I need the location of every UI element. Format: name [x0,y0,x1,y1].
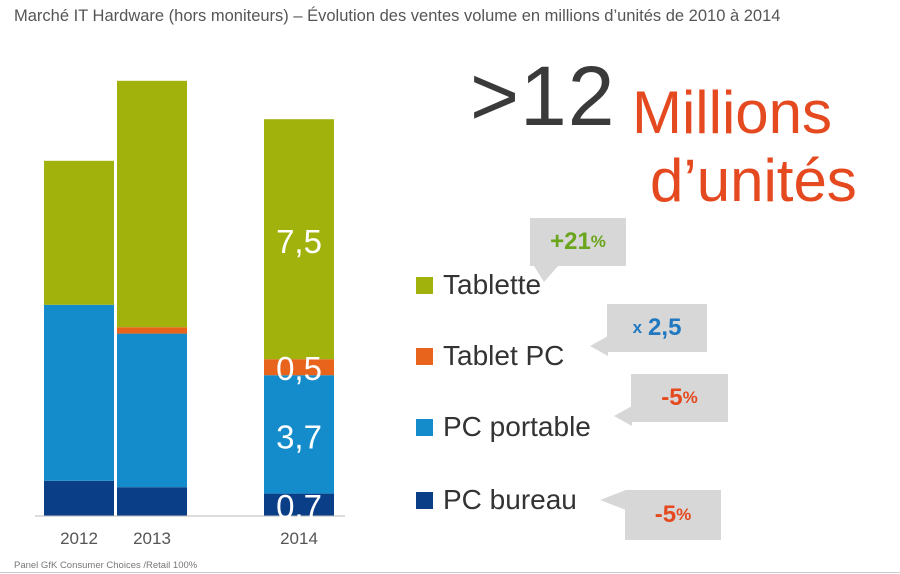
headline: >12 [470,48,616,145]
bar-2014-pc-bureau [264,493,334,516]
data-label-2014-tablette: 7,5 [276,223,322,260]
legend-label-tablette: Tablette [443,269,542,300]
callout-pc-bureau-suffix: % [676,505,692,524]
bar-2013-pc-bureau [117,487,187,516]
legend-swatch-pc-portable [416,418,433,436]
callout-tail-pc-portable [614,406,632,426]
footer-divider [0,572,900,573]
bar-2012-pc-portable [44,304,114,481]
callout-tablet-pc: x 2,5 [607,304,707,352]
headline-unit-line2: d’unités [650,147,857,214]
bar-2014-tablet-pc [264,359,334,376]
headline-number: >12 [470,49,616,143]
callout-tail-pc-bureau [600,490,626,510]
bar-2014-pc-portable [264,375,334,494]
legend-item-tablet-pc: Tablet PC [416,340,564,372]
data-label-2014-pc-bureau: 0,7 [276,488,322,525]
legend-label-tablet-pc: Tablet PC [443,340,565,371]
legend-item-pc-portable: PC portable [416,411,591,443]
data-label-2014-tablet-pc: 0,5 [276,350,322,387]
bar-2013-tablette [117,80,187,328]
chart-title: Marché IT Hardware (hors moniteurs) – Év… [14,7,781,25]
legend-swatch-pc-bureau [416,491,433,509]
callout-pc-portable-suffix: % [682,388,698,407]
callout-pc-bureau-number: -5 [654,501,677,528]
bar-2014-tablette [264,119,334,360]
headline-unit-line1: Millions [632,79,833,146]
legend-label-pc-bureau: PC bureau [443,484,577,515]
x-tick-2013: 2013 [133,529,171,548]
callout-pc-portable: -5% [631,374,728,422]
callout-tablet-pc-prefix: x [632,318,643,337]
callout-tablette: +21% [530,218,626,266]
callout-tablette-suffix: % [590,232,606,251]
bar-2013-tablet-pc [117,327,187,334]
callout-tail-tablette [534,266,558,282]
callout-pc-bureau: -5% [625,490,721,540]
data-label-2014-pc-portable: 3,7 [276,418,322,455]
bar-2013-pc-portable [117,333,187,488]
callout-tablet-pc-number: 2,5 [648,314,682,341]
legend-item-pc-bureau: PC bureau [416,484,577,516]
legend-label-pc-portable: PC portable [443,411,591,442]
x-tick-2012: 2012 [60,529,98,548]
bar-2012-tablette [44,160,114,305]
legend-item-tablette: Tablette [416,269,541,301]
x-tick-2014: 2014 [280,529,318,548]
callout-tablette-number: +21 [550,228,591,255]
legend-swatch-tablet-pc [416,347,433,365]
source-note: Panel GfK Consumer Choices /Retail 100% [14,560,198,571]
legend-swatch-tablette [416,276,433,294]
callout-tail-tablet-pc [590,336,608,356]
callout-pc-portable-number: -5 [661,384,683,411]
bar-2012-pc-bureau [44,480,114,516]
